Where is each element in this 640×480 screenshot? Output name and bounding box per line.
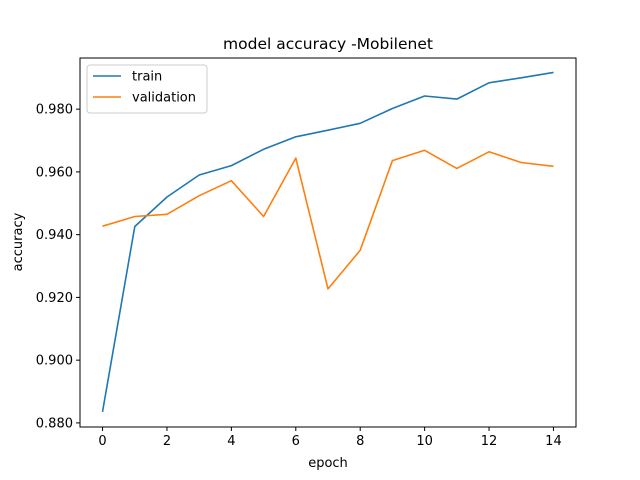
legend-label-train: train xyxy=(132,70,162,85)
y-tick-label: 0.880 xyxy=(36,416,73,431)
y-tick-label: 0.980 xyxy=(36,103,73,118)
x-tick-label: 8 xyxy=(356,434,364,449)
y-axis-label: accuracy xyxy=(11,212,26,271)
y-tick-label: 0.960 xyxy=(36,165,73,180)
legend-box xyxy=(86,64,208,114)
x-tick-label: 12 xyxy=(481,434,498,449)
y-tick-label: 0.940 xyxy=(36,228,73,243)
series-line-validation xyxy=(102,149,554,290)
x-tick-label: 4 xyxy=(227,434,235,449)
series-line-train xyxy=(101,71,554,413)
x-tick-label: 10 xyxy=(416,434,433,449)
y-tick-label: 0.920 xyxy=(36,291,73,306)
legend-label-validation: validation xyxy=(132,91,196,106)
plot-area-frame xyxy=(79,57,577,428)
chart-title: model accuracy -Mobilenet xyxy=(223,35,433,53)
x-tick-label: 6 xyxy=(292,434,300,449)
x-tick-label: 2 xyxy=(163,434,171,449)
legend: train validation xyxy=(86,64,208,114)
x-tick-label: 0 xyxy=(98,434,106,449)
x-axis-label: epoch xyxy=(308,456,348,471)
x-tick-label: 14 xyxy=(545,434,562,449)
y-tick-label: 0.900 xyxy=(36,354,73,369)
